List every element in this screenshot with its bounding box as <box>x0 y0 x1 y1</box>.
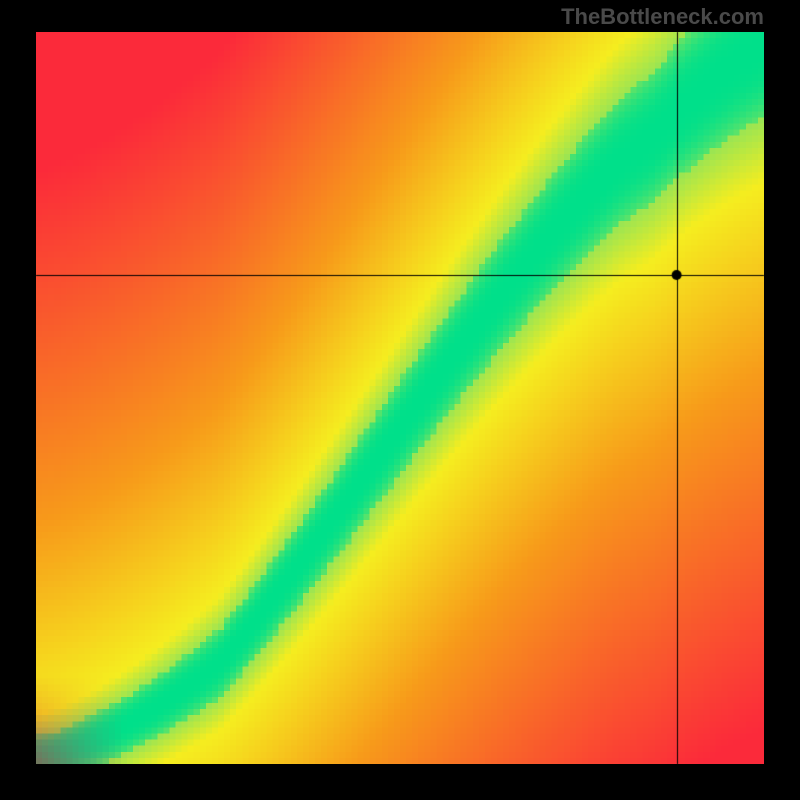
watermark-text: TheBottleneck.com <box>561 4 764 30</box>
chart-container: { "chart": { "type": "heatmap", "canvas_… <box>0 0 800 800</box>
crosshair-overlay <box>0 0 800 800</box>
